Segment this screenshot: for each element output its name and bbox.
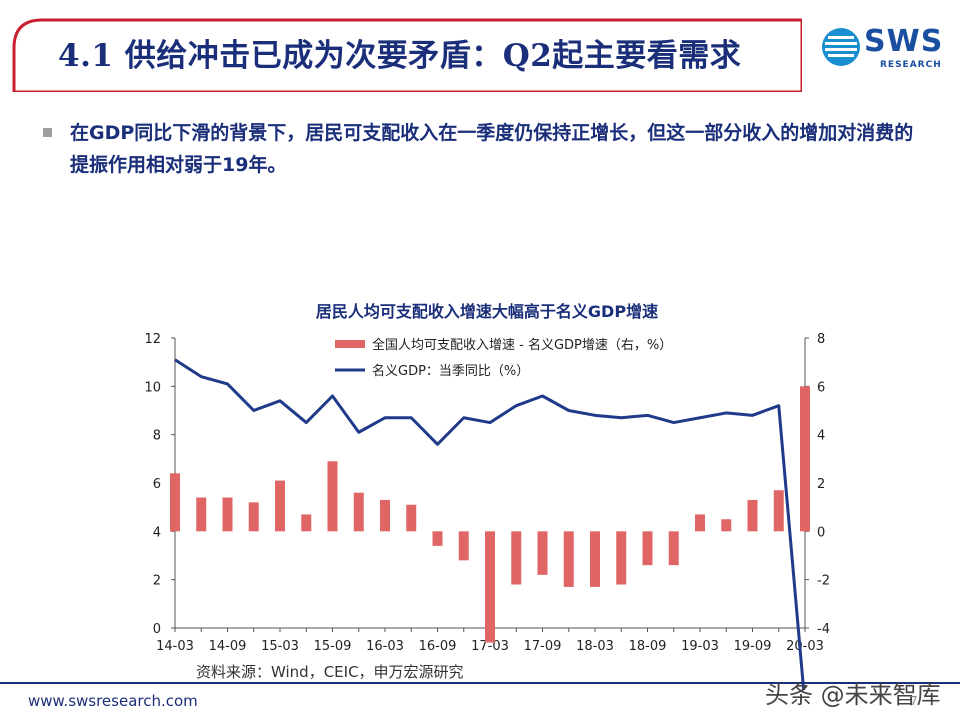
legend-label-bar: 全国人均可支配收入增速 - 名义GDP增速（右，%） [372, 337, 672, 353]
bar [642, 531, 653, 566]
x-tick-label: 19-03 [681, 639, 719, 654]
y-right-tick-label: -4 [817, 622, 830, 637]
watermark: 头条 @未来智库 [765, 681, 941, 709]
bar [380, 499, 390, 532]
bar [353, 492, 364, 532]
bar [695, 514, 705, 532]
bar [196, 497, 207, 532]
x-tick-label: 20-03 [786, 639, 824, 654]
y-left-tick-label: 10 [144, 380, 161, 395]
chart-title: 居民人均可支配收入增速大幅高于名义GDP增速 [316, 302, 658, 321]
y-left-tick-label: 4 [153, 525, 161, 540]
x-tick-label: 15-03 [261, 639, 299, 654]
bar [590, 531, 600, 587]
x-tick-label: 18-09 [629, 639, 667, 654]
x-tick-label: 16-09 [419, 639, 457, 654]
bar [563, 531, 574, 587]
chart-axes: 0 2 4 6 8 10 12 -4 -2 0 2 4 6 8 14-03 14-09 15-03 15-09 16… [144, 332, 830, 654]
bar [248, 502, 259, 532]
y-left-tick-label: 12 [144, 332, 161, 347]
bar [301, 514, 312, 532]
bar [222, 497, 233, 532]
bar [537, 531, 548, 575]
y-right-tick-label: 8 [817, 332, 825, 347]
bar [773, 490, 784, 532]
bar [170, 473, 180, 532]
x-tick-label: 14-03 [156, 639, 194, 654]
bullet-square-icon [43, 128, 52, 137]
bar [511, 531, 522, 585]
bar-series [170, 386, 810, 643]
y-left-tick-label: 0 [153, 622, 161, 637]
bar [327, 461, 338, 532]
gdp-line [174, 358, 806, 690]
footer-divider [0, 682, 960, 684]
logo-subtext: RESEARCH [880, 60, 942, 70]
bar [432, 531, 443, 546]
y-right-tick-label: 6 [817, 380, 825, 395]
legend-label-line: 名义GDP：当季同比（%） [372, 363, 529, 379]
chart: 居民人均可支配收入增速大幅高于名义GDP增速 0 2 4 6 8 10 12 -4 -2 0 2 4 6… [144, 302, 830, 690]
y-right-tick-label: 0 [817, 525, 825, 540]
x-tick-label: 15-09 [314, 639, 352, 654]
y-left-tick-label: 2 [153, 574, 161, 589]
x-tick-label: 17-03 [471, 639, 509, 654]
bar [747, 499, 758, 532]
page-title: 4.1 供给冲击已成为次要矛盾：Q2起主要看需求 [58, 38, 742, 74]
bar [721, 519, 732, 532]
bar [458, 531, 469, 561]
bar [800, 386, 810, 532]
x-tick-label: 19-09 [734, 639, 772, 654]
bar [275, 480, 285, 532]
chart-legend: 全国人均可支配收入增速 - 名义GDP增速（右，%） 名义GDP：当季同比（%） [335, 337, 672, 379]
x-tick-label: 18-03 [576, 639, 614, 654]
x-tick-label: 16-03 [366, 639, 404, 654]
x-tick-label: 14-09 [209, 639, 247, 654]
title-bar [12, 18, 802, 92]
source-note: 资料来源：Wind，CEIC，申万宏源研究 [196, 663, 464, 681]
y-right-tick-label: 2 [817, 477, 825, 492]
bullet-text: 在GDP同比下滑的背景下，居民可支配收入在一季度仍保持正增长，但这一部分收入的增… [70, 122, 914, 176]
logo-globe-icon [822, 28, 860, 66]
y-right-tick-label: -2 [817, 574, 830, 589]
y-left-tick-label: 6 [153, 477, 161, 492]
line-series [174, 358, 806, 690]
bar [616, 531, 627, 585]
x-tick-label: 17-09 [524, 639, 562, 654]
bar [406, 504, 417, 532]
legend-swatch-bar [335, 340, 365, 348]
y-right-tick-label: 4 [817, 429, 825, 444]
footer-url[interactable]: www.swsresearch.com [28, 692, 198, 710]
sws-logo: SWS RESEARCH [820, 22, 950, 74]
bar [668, 531, 679, 566]
logo-text: SWS [864, 24, 944, 59]
page-number: 7 [910, 694, 918, 708]
bar [485, 531, 495, 643]
y-left-tick-label: 8 [153, 429, 161, 444]
